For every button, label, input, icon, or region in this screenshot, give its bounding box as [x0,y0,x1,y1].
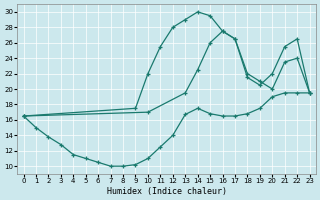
X-axis label: Humidex (Indice chaleur): Humidex (Indice chaleur) [107,187,227,196]
